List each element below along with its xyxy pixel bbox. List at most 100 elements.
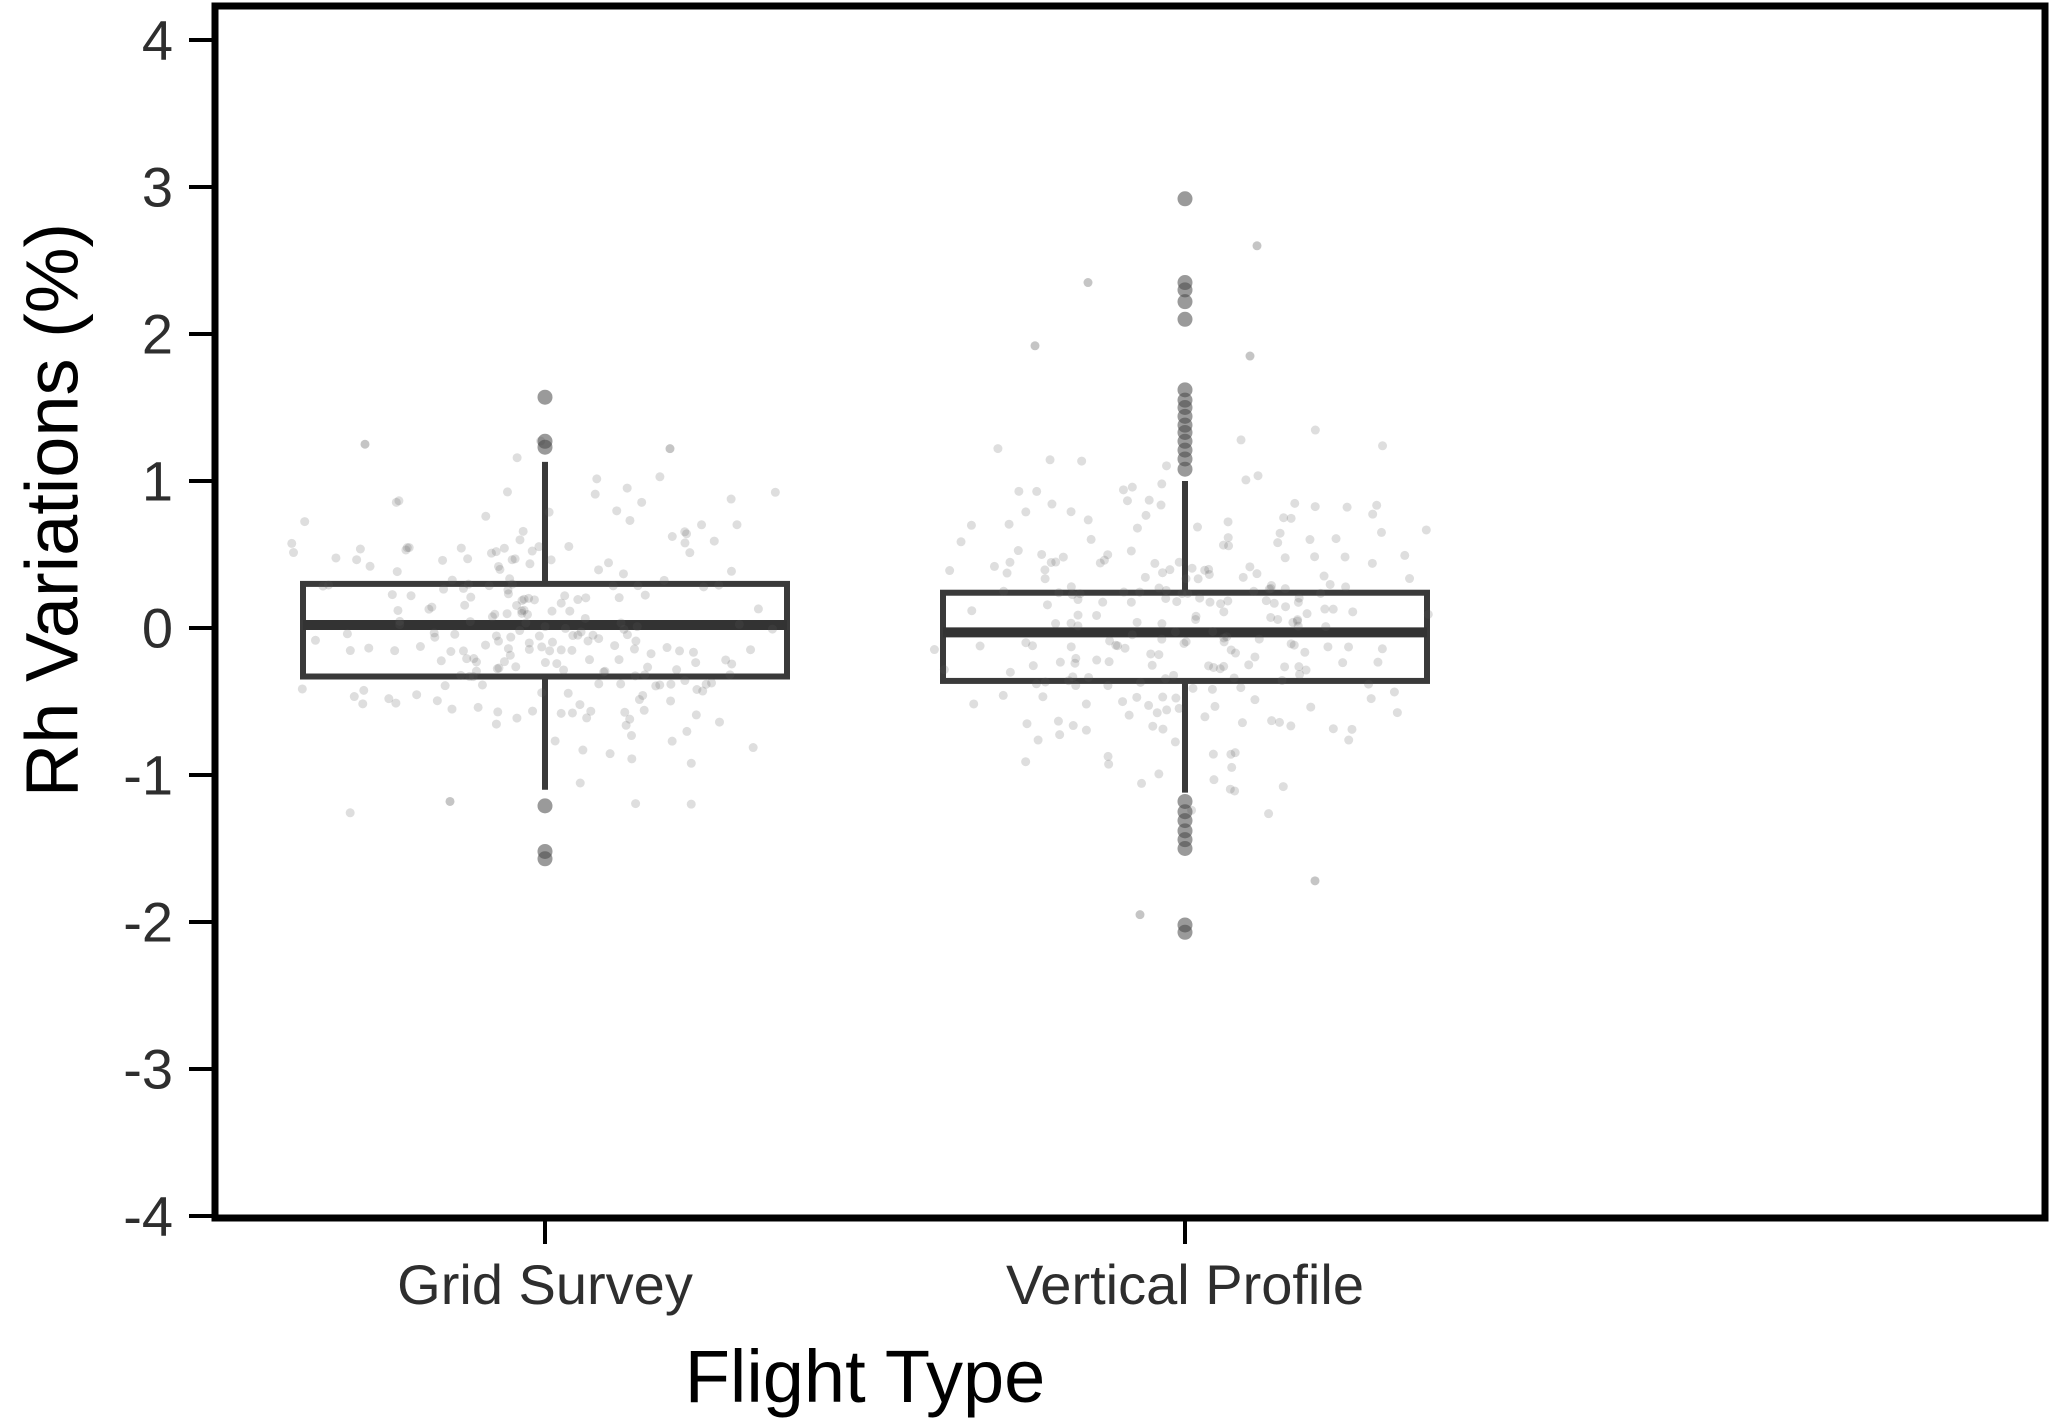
jitter-point (1111, 640, 1121, 650)
jitter-point (688, 647, 698, 657)
jitter-point (565, 606, 575, 616)
jitter-point (753, 604, 763, 614)
jitter-point (345, 808, 355, 818)
jitter-point (1290, 498, 1300, 508)
outlier-point (1177, 461, 1193, 477)
jitter-point (1238, 572, 1248, 582)
jitter-point (714, 717, 724, 727)
jitter-point (384, 694, 394, 704)
jitter-point (1267, 716, 1277, 726)
jitter-point (1103, 681, 1113, 691)
jitter-point (1092, 610, 1102, 620)
jitter-point (1140, 572, 1150, 582)
jitter-point (491, 631, 501, 641)
jitter-point (1046, 557, 1056, 567)
jitter-point (576, 627, 586, 637)
x-axis-title: Flight Type (685, 1335, 1046, 1418)
jitter-point (1321, 622, 1331, 632)
jitter-point (1328, 604, 1338, 614)
jitter-point (691, 658, 701, 668)
jitter-point (546, 555, 556, 565)
jitter-point (1095, 558, 1105, 568)
jitter-point (1083, 278, 1093, 288)
y-tick-label: 1 (142, 450, 173, 513)
jitter-point (691, 710, 701, 720)
jitter-point (1066, 618, 1076, 628)
jitter-point (726, 566, 736, 576)
jitter-point (578, 745, 588, 755)
jitter-point (481, 640, 491, 650)
jitter-point (462, 654, 472, 664)
jitter-point (1392, 708, 1402, 718)
y-axis-title: Rh Variations (%) (11, 223, 94, 797)
jitter-point (1193, 574, 1203, 584)
jitter-point (1219, 661, 1229, 671)
jitter-point (1423, 609, 1433, 619)
jitter-point (721, 655, 731, 665)
jitter-point (672, 665, 682, 675)
jitter-point (1154, 650, 1164, 660)
jitter-point (499, 657, 509, 667)
jitter-point (646, 649, 656, 659)
jitter-point (460, 600, 470, 610)
jitter-point (507, 555, 517, 565)
jitter-point (1077, 456, 1087, 466)
jitter-point (1081, 699, 1091, 709)
jitter-point (1264, 809, 1274, 819)
jitter-point (634, 695, 644, 705)
jitter-point (675, 646, 685, 656)
jitter-point (401, 545, 411, 555)
jitter-point (1002, 568, 1012, 578)
jitter-point (471, 657, 481, 667)
jitter-point (1148, 721, 1158, 731)
x-tick-label: Grid Survey (397, 1253, 693, 1316)
jitter-point (297, 684, 307, 694)
jitter-point (1161, 585, 1171, 595)
jitter-point (518, 526, 528, 536)
jitter-point (1073, 610, 1083, 620)
jitter-point (450, 629, 460, 639)
jitter-point (770, 487, 780, 497)
jitter-point (1135, 677, 1145, 687)
jitter-point (1053, 716, 1063, 726)
jitter-point (464, 579, 474, 589)
jitter-point (1066, 507, 1076, 517)
jitter-point (1083, 515, 1093, 525)
jitter-point (667, 531, 677, 541)
jitter-point (692, 685, 702, 695)
jitter-point (612, 506, 622, 516)
jitter-point (1223, 533, 1233, 543)
jitter-point (481, 511, 491, 521)
jitter-point (1209, 775, 1219, 785)
jitter-point (390, 646, 400, 656)
jitter-point (1105, 636, 1115, 646)
jitter-point (709, 536, 719, 546)
jitter-point (477, 680, 487, 690)
jitter-point (519, 594, 529, 604)
jitter-point (627, 754, 637, 764)
jitter-point (1250, 695, 1260, 705)
jitter-point (1104, 657, 1114, 667)
jitter-point (1174, 703, 1184, 713)
jitter-point (662, 643, 672, 653)
jitter-point (1030, 341, 1040, 351)
jitter-point (1187, 563, 1197, 573)
jitter-point (552, 659, 562, 669)
jitter-point (666, 679, 676, 689)
outlier-point (1177, 793, 1193, 809)
jitter-point (599, 667, 609, 677)
jitter-point (1216, 599, 1226, 609)
jitter-point (446, 646, 456, 656)
jitter-point (1207, 684, 1217, 694)
jitter-point (1310, 425, 1320, 435)
jitter-point (1084, 672, 1094, 682)
jitter-point (581, 593, 591, 603)
jitter-point (989, 561, 999, 571)
jitter-point (393, 605, 403, 615)
jitter-point (1219, 637, 1229, 647)
jitter-point (490, 609, 500, 619)
jitter-point (1183, 588, 1193, 598)
y-tick-label: 3 (142, 156, 173, 219)
jitter-point (625, 714, 635, 724)
jitter-point (289, 548, 299, 558)
